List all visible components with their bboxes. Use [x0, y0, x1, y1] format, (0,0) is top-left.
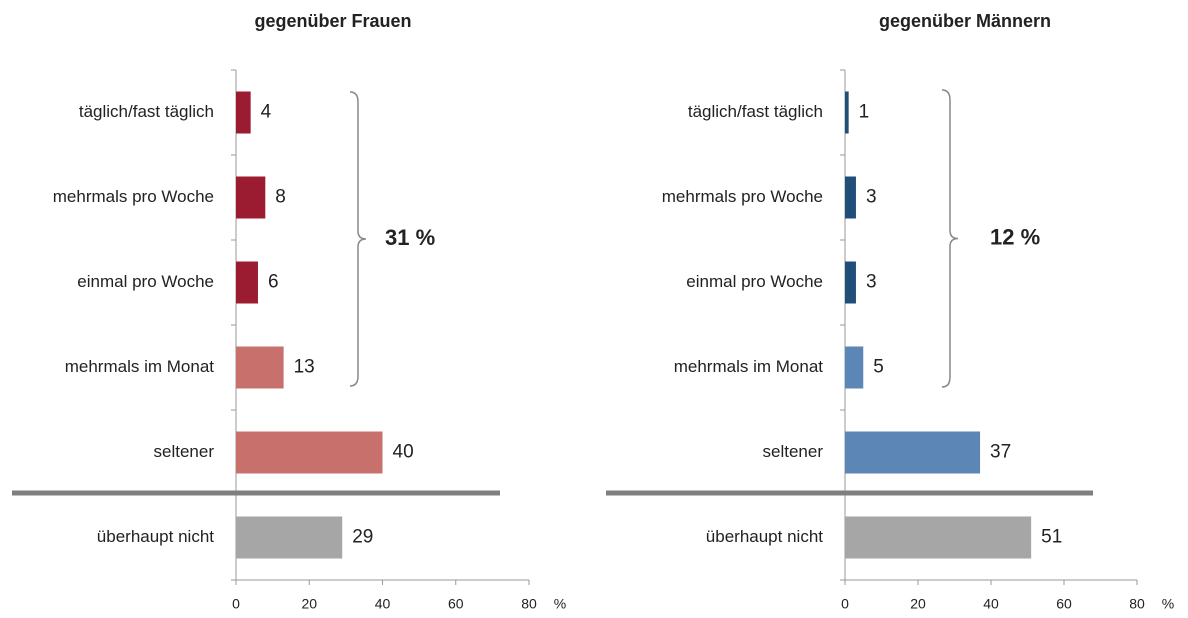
value-label: 29: [352, 527, 373, 548]
value-label: 6: [268, 272, 279, 293]
x-tick-label: 0: [841, 596, 849, 612]
category-label: mehrmals im Monat: [65, 357, 215, 376]
bar: [845, 431, 981, 474]
value-label: 1: [859, 102, 870, 123]
category-label: seltener: [154, 442, 215, 461]
category-label: täglich/fast täglich: [79, 102, 214, 121]
x-axis-label: %: [1162, 596, 1174, 612]
x-tick-label: 40: [375, 596, 391, 612]
category-label: seltener: [763, 442, 824, 461]
chart-title: gegenüber Frauen: [254, 11, 411, 31]
bar: [845, 346, 864, 389]
x-tick-label: 60: [1056, 596, 1072, 612]
bar: [236, 261, 258, 304]
value-label: 8: [275, 187, 286, 208]
bar: [236, 516, 343, 559]
bar: [236, 346, 284, 389]
x-tick-label: 20: [301, 596, 317, 612]
category-label: einmal pro Woche: [77, 272, 214, 291]
x-tick-label: 40: [983, 596, 999, 612]
bracket: [349, 91, 367, 387]
value-label: 5: [873, 357, 884, 378]
category-label: mehrmals im Monat: [674, 357, 824, 376]
category-label: überhaupt nicht: [706, 527, 823, 546]
category-label: täglich/fast täglich: [688, 102, 823, 121]
value-label: 13: [294, 357, 315, 378]
bar: [845, 176, 856, 219]
x-tick-label: 0: [232, 596, 240, 612]
x-tick-label: 20: [910, 596, 926, 612]
x-tick-label: 80: [521, 596, 537, 612]
bar: [236, 176, 266, 219]
bar: [845, 516, 1032, 559]
annotation: 12 %: [990, 224, 1040, 249]
bar: [236, 431, 383, 474]
value-label: 51: [1041, 527, 1062, 548]
x-tick-label: 80: [1129, 596, 1145, 612]
category-label: einmal pro Woche: [686, 272, 823, 291]
value-label: 3: [866, 272, 877, 293]
x-tick-label: 60: [448, 596, 464, 612]
category-label: mehrmals pro Woche: [662, 187, 823, 206]
bracket: [941, 89, 959, 388]
chart-title: gegenüber Männern: [879, 11, 1051, 31]
value-label: 37: [990, 442, 1011, 463]
value-label: 3: [866, 187, 877, 208]
bar: [845, 261, 856, 304]
value-label: 4: [261, 102, 272, 123]
category-label: überhaupt nicht: [97, 527, 214, 546]
bar: [845, 91, 849, 134]
annotation: 31 %: [385, 225, 435, 250]
x-axis-label: %: [554, 596, 566, 612]
value-label: 40: [393, 442, 414, 463]
bar: [236, 91, 251, 134]
category-label: mehrmals pro Woche: [53, 187, 214, 206]
